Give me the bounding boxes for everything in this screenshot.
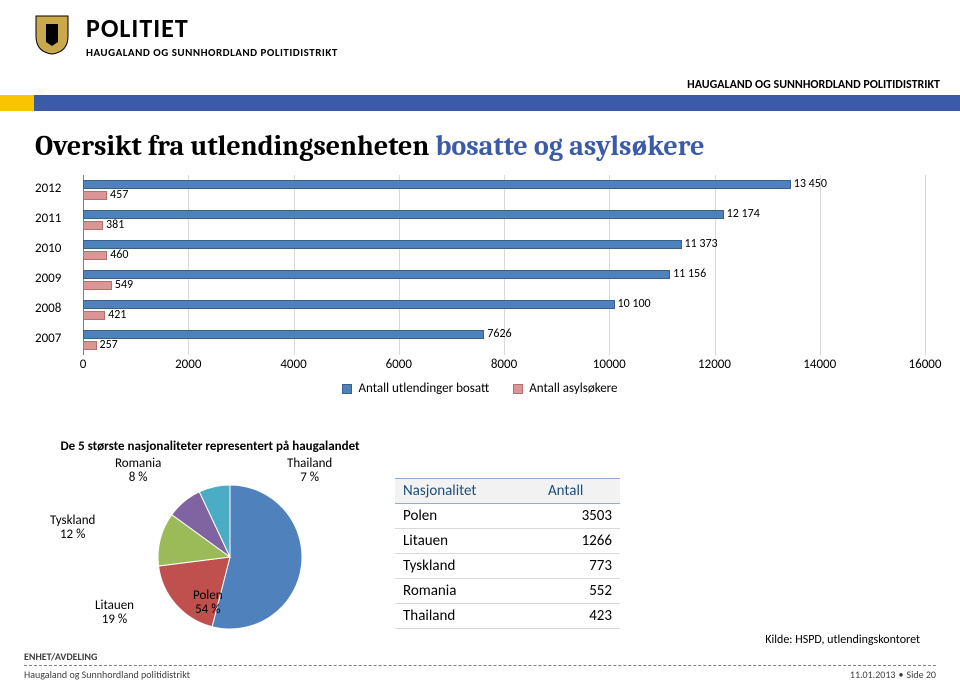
bar-year-label: 2011 [35, 211, 79, 226]
table-header-antall: Antall [540, 479, 620, 503]
x-tick: 6000 [386, 357, 412, 372]
source-label: Kilde: HSPD, utlendingskontoret [765, 633, 920, 647]
bar-year-label: 2007 [35, 331, 79, 346]
bar-year-label: 2012 [35, 181, 79, 196]
bar-bosatt: 11 373 [83, 240, 682, 249]
bar-asylsokere: 549 [83, 281, 112, 290]
pie-slice-label: Polen54 % [193, 589, 223, 618]
x-tick: 2000 [175, 357, 201, 372]
x-tick: 16000 [909, 357, 942, 372]
bar-chart-legend: Antall utlendinger bosatt Antall asylsøk… [35, 381, 925, 396]
table-row: Thailand423 [395, 604, 620, 629]
page-title: Oversikt fra utlendingsenheten bosatte o… [35, 130, 704, 162]
pie-chart: De 5 største nasjonaliteter representert… [55, 440, 365, 649]
header-text: POLITIET HAUGALAND OG SUNNHORDLAND POLIT… [86, 12, 338, 59]
legend-series-1: Antall utlendinger bosatt [358, 381, 489, 396]
crest-icon [30, 12, 74, 56]
bar-asylsokere: 460 [83, 251, 107, 260]
title-plain: Oversikt fra utlendingsenheten [35, 130, 435, 162]
pie-slice-label: Tyskland12 % [50, 514, 95, 543]
bar-bosatt: 10 100 [83, 300, 615, 309]
pie-slice-label: Litauen19 % [95, 599, 134, 628]
pie-slice-label: Thailand7 % [287, 457, 332, 486]
legend-series-2: Antall asylsøkere [529, 381, 617, 396]
title-accent: bosatte og asylsøkere [435, 130, 704, 162]
bar-asylsokere: 421 [83, 311, 105, 320]
bar-bosatt: 12 174 [83, 210, 724, 219]
x-tick: 14000 [803, 357, 836, 372]
nationality-table: Nasjonalitet Antall Polen3503Litauen1266… [395, 478, 620, 629]
footer-enhet: ENHET/AVDELING [24, 650, 936, 663]
pie-title: De 5 største nasjonaliteter representert… [55, 440, 365, 455]
bar-bosatt: 13 450 [83, 180, 791, 189]
pie-slice-label: Romania8 % [115, 457, 161, 486]
bar-asylsokere: 457 [83, 191, 107, 200]
bar-year-label: 2009 [35, 271, 79, 286]
x-tick: 10000 [593, 357, 626, 372]
footer-right: 11.01.2013•Side 20 [850, 668, 936, 681]
bar-year-label: 2010 [35, 241, 79, 256]
header: POLITIET HAUGALAND OG SUNNHORDLAND POLIT… [0, 0, 960, 65]
bar-year-label: 2008 [35, 301, 79, 316]
bar-asylsokere: 381 [83, 221, 103, 230]
x-tick: 8000 [491, 357, 517, 372]
bar-chart: 2012 13 450 457 2011 12 174 381 2010 11 373 460 2… [35, 175, 925, 396]
top-right-label: HAUGALAND OG SUNNHORDLAND POLITIDISTRIKT [687, 78, 940, 92]
table-row: Polen3503 [395, 504, 620, 529]
bar-asylsokere: 257 [83, 341, 97, 350]
table-row: Tyskland773 [395, 554, 620, 579]
table-row: Romania552 [395, 579, 620, 604]
table-row: Litauen1266 [395, 529, 620, 554]
header-stripe [0, 95, 960, 111]
brand-name: POLITIET [86, 12, 338, 44]
footer-left: Haugaland og Sunnhordland politidistrikt [24, 668, 190, 681]
table-header-nasjonalitet: Nasjonalitet [395, 479, 540, 503]
brand-subtitle: HAUGALAND OG SUNNHORDLAND POLITIDISTRIKT [86, 46, 338, 59]
bar-bosatt: 7626 [83, 330, 484, 339]
x-tick: 4000 [280, 357, 306, 372]
bar-bosatt: 11 156 [83, 270, 670, 279]
footer: ENHET/AVDELING Haugaland og Sunnhordland… [0, 650, 960, 691]
x-tick: 0 [80, 357, 87, 372]
x-tick: 12000 [698, 357, 731, 372]
